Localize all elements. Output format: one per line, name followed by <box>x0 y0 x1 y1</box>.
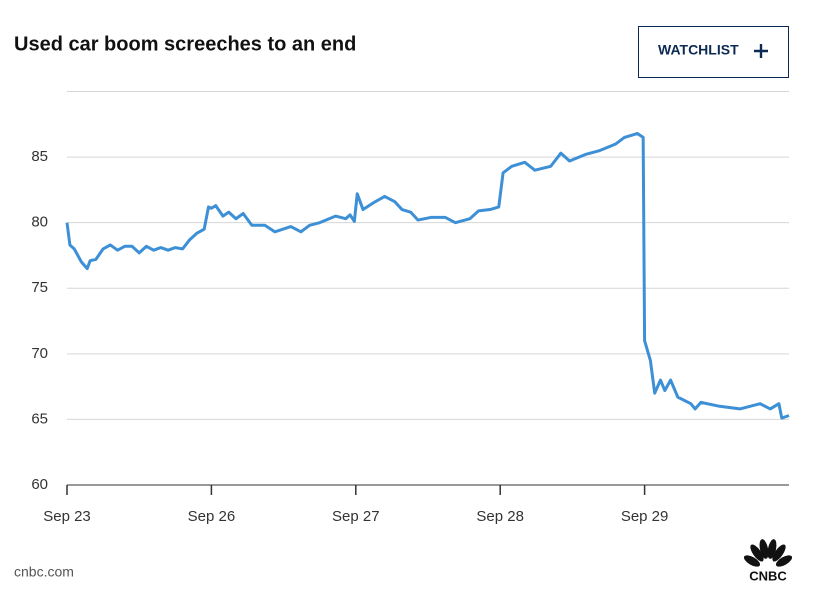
x-tick-label: Sep 23 <box>43 508 91 525</box>
x-tick-label: Sep 28 <box>476 508 524 525</box>
logo-text: CNBC <box>749 568 787 583</box>
y-tick-label: 85 <box>31 148 48 165</box>
y-tick-label: 80 <box>31 214 48 231</box>
watchlist-button[interactable]: WATCHLIST <box>638 26 789 78</box>
plus-icon[interactable] <box>754 44 768 58</box>
footer-source: cnbc.com <box>14 564 74 580</box>
chart-title: Used car boom screeches to an end <box>14 33 356 55</box>
y-tick-label: 70 <box>31 345 48 362</box>
x-tick-label: Sep 29 <box>621 508 669 525</box>
x-tick-label: Sep 26 <box>188 508 236 525</box>
y-tick-label: 75 <box>31 279 48 296</box>
peacock <box>743 539 793 567</box>
cnbc-logo: CNBC <box>743 539 793 583</box>
x-tick-label: Sep 27 <box>332 508 380 525</box>
y-tick-label: 60 <box>31 476 48 493</box>
price-line <box>65 131 790 420</box>
button-label[interactable]: WATCHLIST <box>658 42 739 58</box>
y-tick-label: 65 <box>31 410 48 427</box>
